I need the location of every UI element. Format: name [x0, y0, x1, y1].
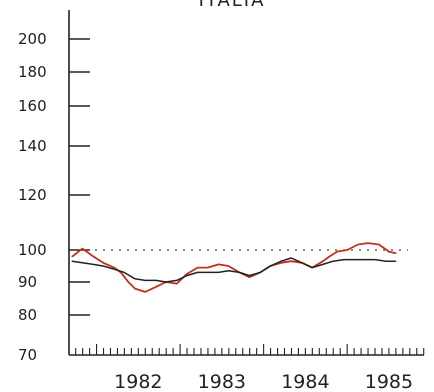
- y-tick-label: 180: [18, 63, 47, 81]
- y-tick-label: 140: [18, 137, 47, 155]
- y-tick-label: 90: [18, 273, 37, 291]
- x-ticks: [75, 344, 425, 355]
- y-ticks: 70 80 90 100 120 140 160 180 200: [18, 30, 90, 364]
- y-tick-label: 70: [18, 346, 37, 364]
- x-tick-label: 1985: [365, 371, 413, 392]
- y-tick-label: 80: [18, 306, 37, 324]
- y-tick-label: 200: [18, 30, 47, 48]
- y-tick-label: 120: [18, 186, 47, 204]
- series-lines: [71, 242, 397, 293]
- x-tick-labels: 1982 1983 1984 1985: [114, 371, 413, 392]
- chart-title: ITALIA: [199, 0, 266, 11]
- y-tick-label: 100: [18, 241, 47, 259]
- y-tick-label: 160: [18, 97, 47, 115]
- x-tick-label: 1982: [114, 371, 162, 392]
- x-tick-label: 1984: [281, 371, 329, 392]
- x-tick-label: 1983: [198, 371, 246, 392]
- series-line-2: [71, 257, 397, 283]
- series-line-1: [71, 242, 397, 293]
